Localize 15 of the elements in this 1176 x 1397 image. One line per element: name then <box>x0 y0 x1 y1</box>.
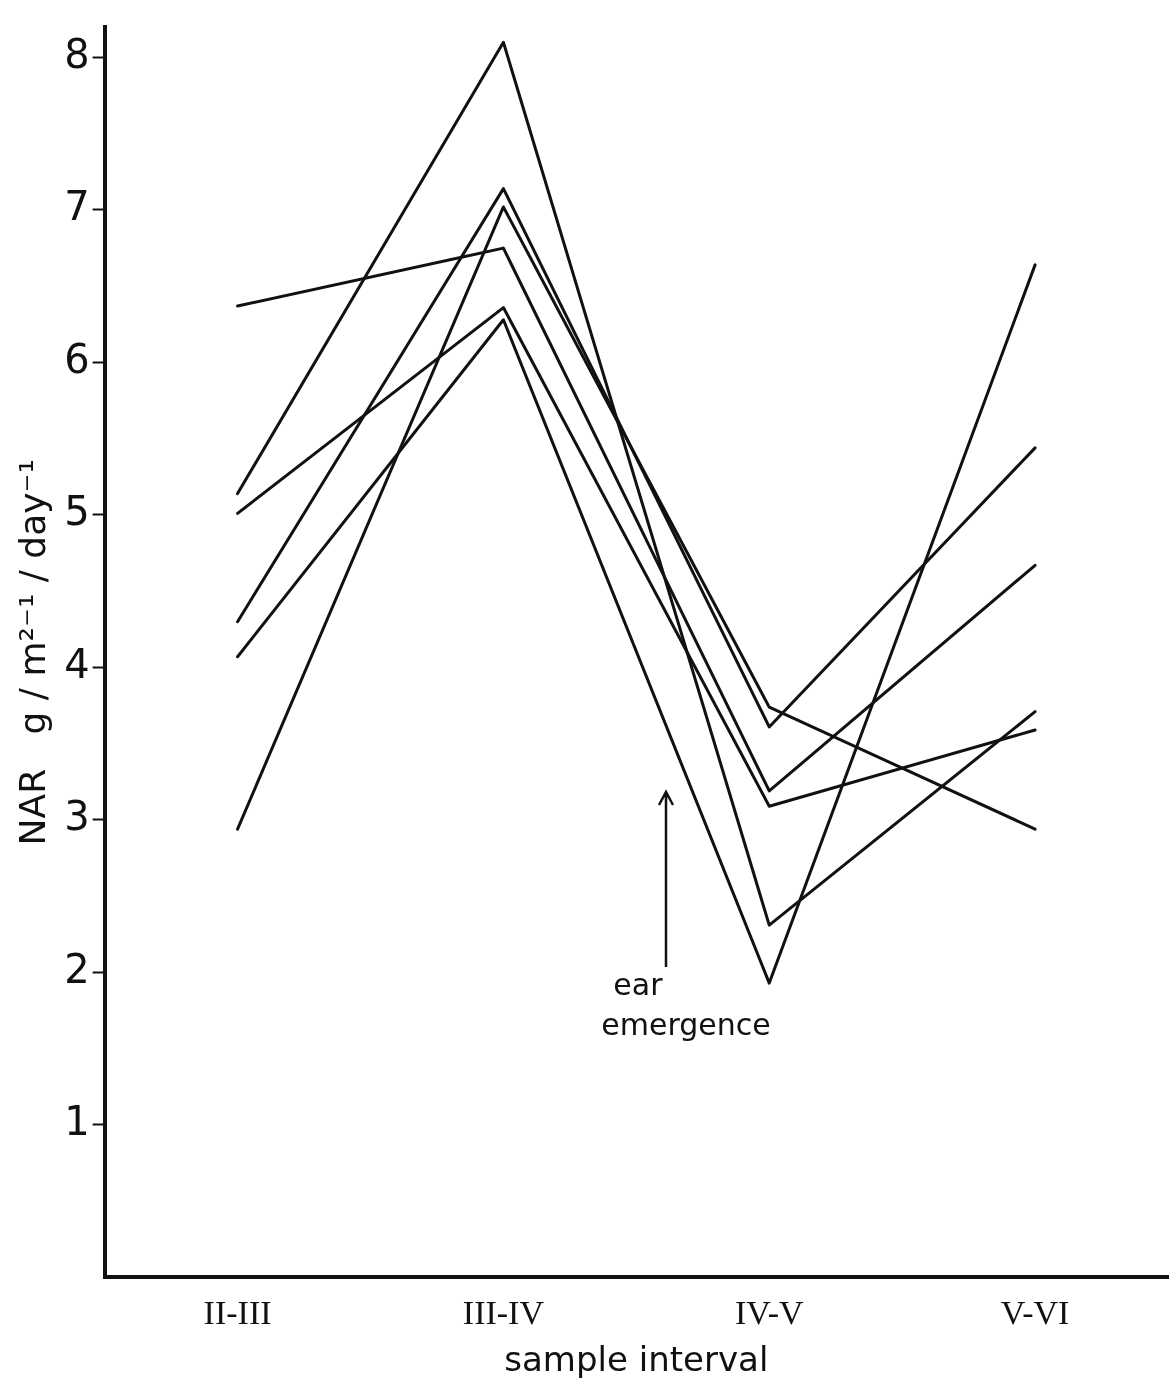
x-tick-label: II-III <box>203 1293 272 1331</box>
y-tick-label: 6 <box>64 335 90 382</box>
x-tick-label: IV-V <box>734 1293 804 1331</box>
x-tick-label: V-VI <box>1000 1293 1070 1331</box>
y-tick-label: 3 <box>64 793 90 840</box>
y-axis-title: NAR g / m²⁻¹ / day⁻¹ <box>11 459 53 846</box>
y-tick-label: 8 <box>64 30 90 77</box>
y-tick-label: 1 <box>64 1098 90 1145</box>
y-tick-label: 5 <box>64 488 90 535</box>
y-tick-label: 2 <box>64 945 90 992</box>
annotation: ear emergence <box>601 967 771 1043</box>
x-tick-label: III-IV <box>462 1293 545 1331</box>
x-axis-title: sample interval <box>504 1339 769 1380</box>
y-tick-label: 7 <box>64 183 90 230</box>
y-tick-label: 4 <box>64 640 90 687</box>
